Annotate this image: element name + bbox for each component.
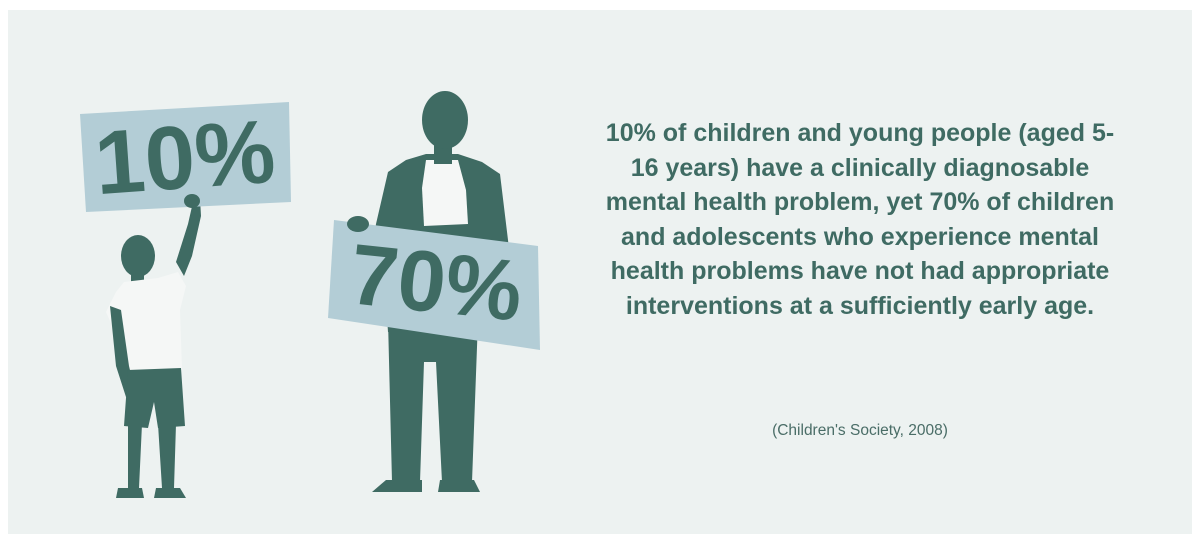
child-raised-arm xyxy=(176,198,201,276)
child-sign: 10% xyxy=(80,102,291,214)
adult-sign: 70% xyxy=(328,216,540,350)
citation-text: (Children's Society, 2008) xyxy=(772,422,948,439)
child-sign-board xyxy=(80,102,291,212)
adult-head xyxy=(422,91,468,149)
adult-shirt xyxy=(422,160,468,226)
adult-legs xyxy=(388,320,478,482)
adult-shoes xyxy=(372,480,480,492)
child-head xyxy=(121,235,155,277)
child-figure xyxy=(106,198,201,498)
child-shoes xyxy=(116,488,186,498)
adult-sign-text: 70% xyxy=(345,226,526,339)
infographic-card: 10% 70% 10% of chi xyxy=(8,10,1192,534)
statement-text: 10% of children and young people (aged 5… xyxy=(605,119,1115,320)
child-shorts xyxy=(124,368,185,428)
child-sign-text: 10% xyxy=(92,102,279,214)
illustration: 10% 70% xyxy=(80,91,540,498)
child-legs xyxy=(128,424,176,488)
adult-sign-board xyxy=(328,220,540,350)
